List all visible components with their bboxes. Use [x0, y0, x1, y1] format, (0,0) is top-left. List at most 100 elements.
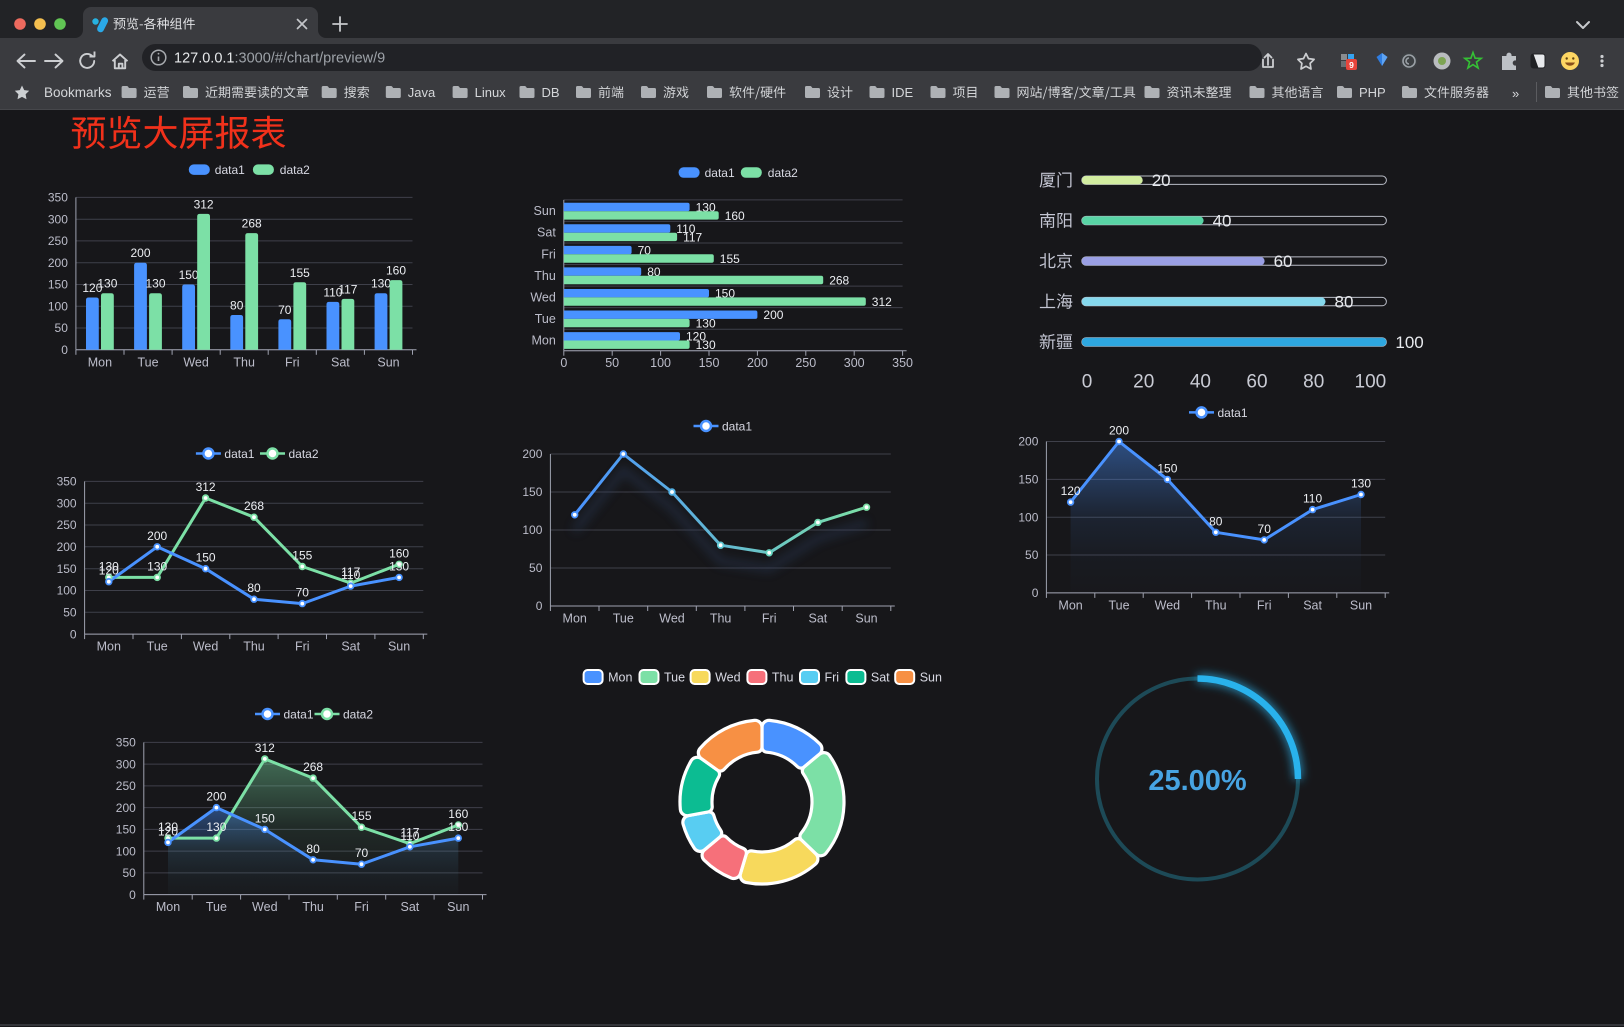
svg-text:Sat: Sat	[871, 671, 890, 685]
svg-text:110: 110	[676, 222, 695, 236]
svg-text:100: 100	[48, 300, 68, 314]
svg-text:70: 70	[278, 303, 292, 317]
svg-text:Tue: Tue	[147, 640, 168, 654]
svg-text:Thu: Thu	[710, 612, 732, 626]
svg-text:Sat: Sat	[1303, 598, 1322, 612]
svg-text:150: 150	[116, 823, 136, 837]
svg-text:200: 200	[130, 246, 150, 260]
svg-text:Tue: Tue	[137, 355, 158, 369]
svg-text:Sun: Sun	[377, 355, 399, 369]
svg-text:0: 0	[560, 356, 567, 370]
svg-text:Fri: Fri	[541, 247, 556, 261]
svg-text:Tue: Tue	[1108, 598, 1129, 612]
svg-text:200: 200	[206, 790, 226, 804]
svg-text:0: 0	[536, 599, 543, 613]
svg-text:Sat: Sat	[341, 640, 360, 654]
svg-text:268: 268	[242, 217, 262, 231]
svg-text:160: 160	[386, 264, 406, 278]
svg-text:60: 60	[1246, 372, 1267, 393]
svg-text:117: 117	[338, 282, 357, 296]
svg-text:Mon: Mon	[156, 900, 180, 914]
svg-text:Mon: Mon	[97, 640, 121, 654]
svg-text:Fri: Fri	[762, 612, 777, 626]
svg-text:50: 50	[1025, 548, 1039, 562]
svg-text:160: 160	[725, 209, 745, 223]
svg-text:Sat: Sat	[401, 900, 420, 914]
svg-text:150: 150	[196, 551, 216, 565]
svg-text:200: 200	[1018, 435, 1038, 449]
svg-text:130: 130	[206, 820, 226, 834]
svg-text:150: 150	[48, 278, 68, 292]
svg-text:data2: data2	[289, 447, 319, 461]
svg-text:130: 130	[99, 559, 119, 573]
svg-text:200: 200	[522, 447, 542, 461]
svg-text:»: »	[1512, 86, 1519, 101]
svg-text:150: 150	[715, 287, 735, 301]
svg-text:150: 150	[57, 562, 77, 576]
svg-text:130: 130	[448, 820, 468, 834]
svg-text:70: 70	[638, 244, 652, 258]
svg-text:150: 150	[1018, 473, 1038, 487]
svg-text:Wed: Wed	[183, 355, 209, 369]
svg-text:Mon: Mon	[1058, 598, 1082, 612]
svg-text:110: 110	[1303, 492, 1322, 506]
svg-text:70: 70	[355, 846, 369, 860]
svg-text:Wed: Wed	[1155, 598, 1181, 612]
svg-text:40: 40	[1213, 212, 1232, 231]
svg-text:80: 80	[1335, 293, 1354, 312]
svg-text:50: 50	[529, 561, 543, 575]
svg-text:130: 130	[696, 200, 716, 214]
svg-text:DB: DB	[542, 85, 560, 100]
svg-text:Bookmarks: Bookmarks	[44, 85, 112, 100]
svg-text:80: 80	[306, 842, 320, 856]
svg-text:Thu: Thu	[233, 355, 255, 369]
svg-text:200: 200	[57, 540, 77, 554]
svg-text:120: 120	[158, 824, 178, 838]
svg-text:Thu: Thu	[1205, 598, 1227, 612]
svg-text:Thu: Thu	[534, 269, 556, 283]
svg-text:150: 150	[1157, 461, 1177, 475]
svg-text:200: 200	[147, 529, 167, 543]
svg-text:0: 0	[1082, 372, 1093, 393]
svg-text:110: 110	[341, 568, 360, 582]
svg-text:data1: data1	[215, 163, 245, 177]
svg-text:50: 50	[55, 321, 69, 335]
svg-text:Mon: Mon	[563, 612, 587, 626]
svg-text:312: 312	[255, 741, 275, 755]
svg-text:Tue: Tue	[613, 612, 634, 626]
svg-text:70: 70	[296, 586, 310, 600]
svg-text:100: 100	[1355, 372, 1387, 393]
svg-text:data1: data1	[224, 447, 254, 461]
svg-text:155: 155	[720, 252, 740, 266]
svg-text:Mon: Mon	[88, 355, 112, 369]
svg-text:Sun: Sun	[388, 640, 410, 654]
svg-text:312: 312	[196, 480, 216, 494]
svg-text:150: 150	[522, 485, 542, 499]
svg-text:160: 160	[389, 546, 409, 560]
svg-text:70: 70	[1258, 522, 1272, 536]
svg-text:200: 200	[48, 256, 68, 270]
svg-text:9: 9	[1349, 60, 1354, 70]
svg-text:data2: data2	[280, 163, 310, 177]
svg-text:250: 250	[48, 234, 68, 248]
svg-text:130: 130	[97, 277, 117, 291]
svg-text:60: 60	[1274, 252, 1293, 271]
svg-text:40: 40	[1190, 372, 1211, 393]
svg-text:80: 80	[1209, 514, 1223, 528]
svg-text:Wed: Wed	[252, 900, 278, 914]
svg-text:300: 300	[48, 212, 68, 226]
svg-text:200: 200	[1109, 424, 1129, 438]
svg-text:Sun: Sun	[1350, 598, 1372, 612]
svg-text:155: 155	[290, 266, 310, 280]
svg-text:Thu: Thu	[772, 671, 794, 685]
svg-text:268: 268	[244, 499, 264, 513]
svg-text:268: 268	[829, 273, 849, 287]
svg-text:0: 0	[129, 888, 136, 902]
svg-text:IDE: IDE	[892, 85, 914, 100]
svg-text:80: 80	[247, 581, 261, 595]
svg-text:Thu: Thu	[243, 640, 265, 654]
svg-text:350: 350	[116, 736, 136, 750]
svg-text:100: 100	[1395, 333, 1423, 352]
svg-text:100: 100	[116, 844, 136, 858]
svg-text:200: 200	[747, 356, 768, 370]
